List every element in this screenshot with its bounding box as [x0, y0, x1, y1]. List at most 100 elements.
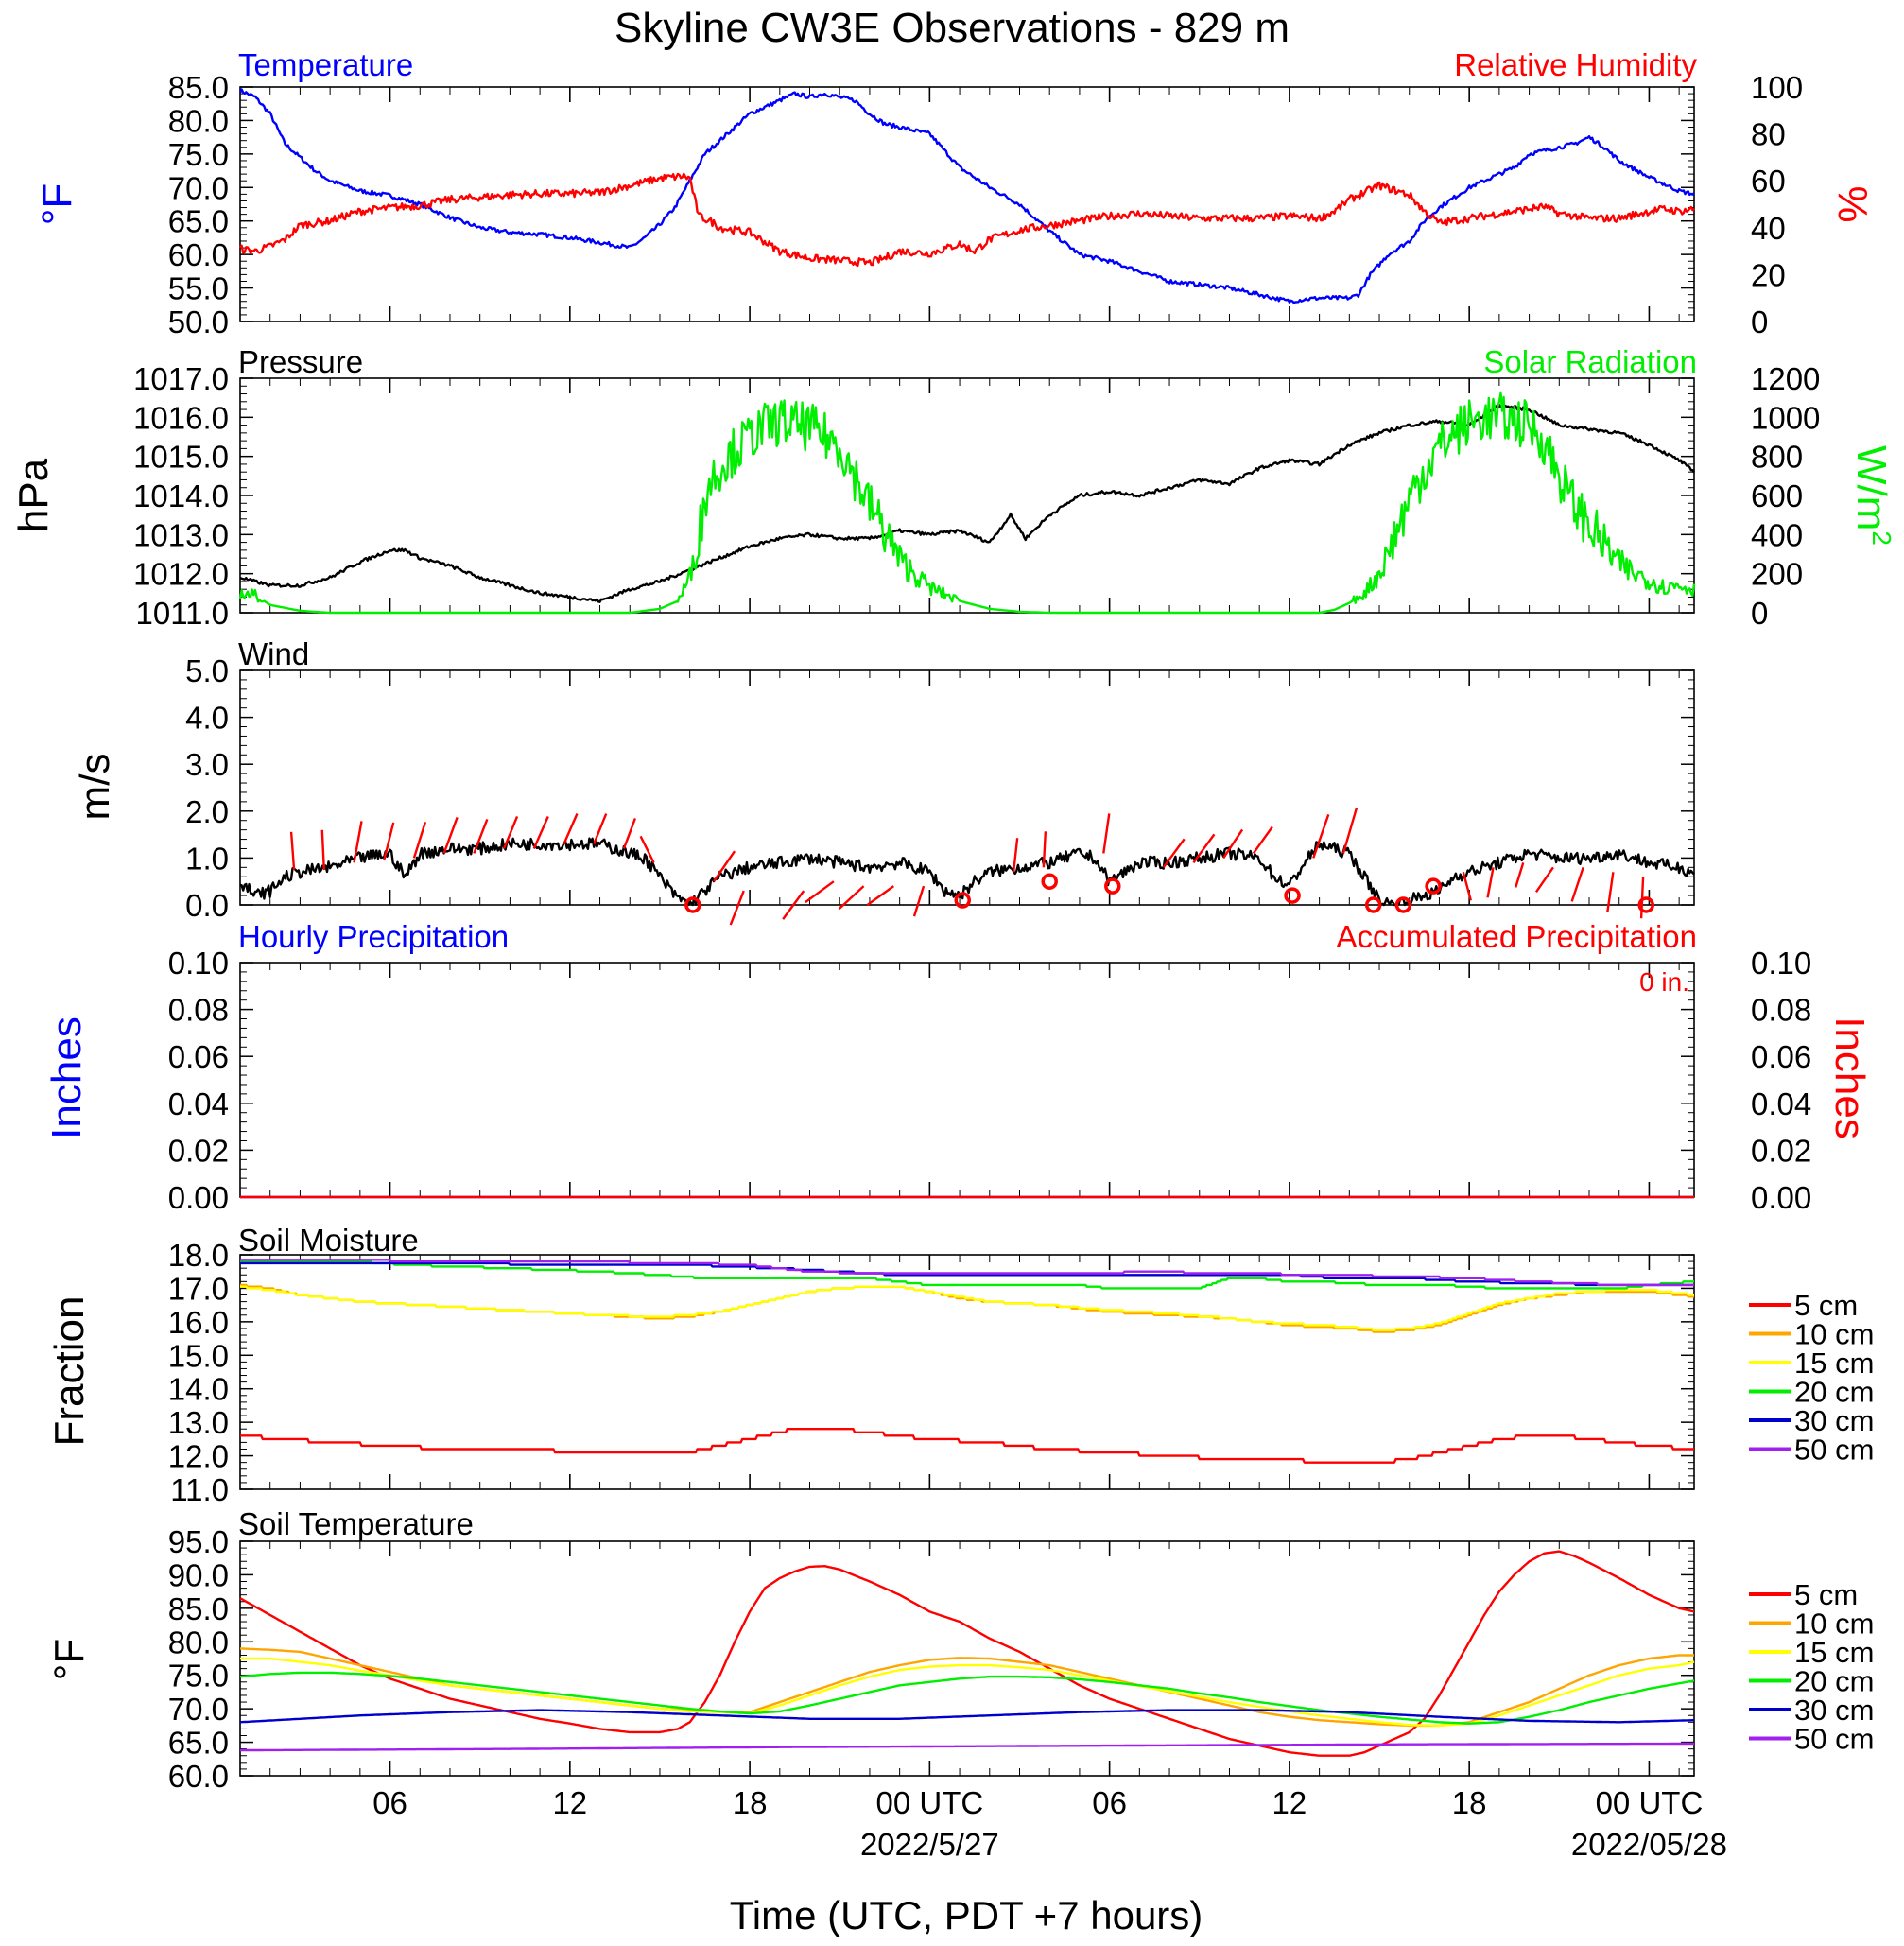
precip-ytick-label: 0.06	[168, 1039, 229, 1074]
pressure_solar-ytick-label: 1014.0	[133, 478, 229, 513]
legend-label: 20 cm	[1794, 1376, 1874, 1409]
x-tick-label: 18	[1452, 1785, 1487, 1820]
wind-ytick-label: 3.0	[185, 747, 229, 782]
legend-label: 30 cm	[1794, 1404, 1874, 1437]
wind-barb	[289, 831, 296, 870]
temp_rh-ytick-label: 70.0	[168, 170, 229, 205]
calm-wind-marker	[1284, 887, 1301, 904]
wind-barb	[1486, 867, 1495, 898]
pressure_solar-ytick-label: 1013.0	[133, 517, 229, 552]
precip-ytick-label: 0.04	[168, 1086, 229, 1121]
soil_moisture-series-20-cm	[240, 1260, 1694, 1290]
solar-unit-label: W/m2	[1848, 445, 1896, 546]
soil_temperature-ytick-label: 75.0	[168, 1659, 229, 1694]
soil-moisture-unit-label: Fraction	[46, 1296, 93, 1447]
temp_rh-frame	[239, 86, 1695, 322]
wind-barb	[866, 885, 895, 907]
precip-y2tick-label: 0.06	[1751, 1039, 1811, 1074]
temp_rh-ytick-label: 80.0	[168, 103, 229, 138]
wind-barb	[353, 821, 363, 863]
calm-wind-marker	[1104, 877, 1121, 895]
pressure_solar-y2tick-label: 1200	[1751, 361, 1820, 396]
soil_moisture-ytick-label: 16.0	[168, 1305, 229, 1340]
wind-ytick-label: 4.0	[185, 701, 229, 736]
wind-barb	[442, 817, 459, 854]
temp_rh-y2tick-label: 0	[1751, 304, 1768, 339]
wind-barb	[782, 890, 805, 920]
wind-barb	[593, 813, 608, 844]
calm-wind-marker	[1041, 873, 1058, 890]
wind-barb	[805, 880, 835, 904]
wind-series-wind	[239, 837, 1695, 907]
wind-barb	[532, 815, 549, 849]
wind-barb	[1252, 825, 1273, 855]
temp_rh-ytick-label: 60.0	[168, 237, 229, 272]
soil_temperature-ytick-label: 60.0	[168, 1759, 229, 1794]
precip-ytick-label: 0.10	[168, 946, 229, 981]
accum-precip-annotation: 0 in.	[1639, 967, 1689, 997]
precip-y2tick-label: 0.00	[1751, 1180, 1811, 1215]
soil-temperature-plot-area: 60.065.070.075.080.085.090.095.0	[168, 1524, 1695, 1794]
wind-barb	[639, 835, 655, 863]
wind-barb	[1222, 828, 1244, 860]
wind-barb	[1570, 866, 1584, 902]
panel-wind: 0.0 1.0 2.0 3.0 4.0 5.0 Wind m/s	[72, 636, 1695, 926]
soil-temperature-unit-label: °F	[46, 1639, 93, 1680]
precip-y2tick-label: 0.10	[1751, 946, 1811, 981]
wind-barb	[1534, 866, 1554, 894]
pressure_solar-series-solar-radiation	[238, 391, 1696, 615]
soil_temperature-series-20-cm	[239, 1671, 1695, 1725]
soil-moisture-plot-area: 11.012.013.014.015.016.017.018.0	[168, 1238, 1695, 1507]
calm-wind-marker	[1425, 877, 1442, 895]
soil_moisture-ytick-label: 11.0	[170, 1472, 229, 1507]
soil_moisture-ytick-label: 14.0	[168, 1372, 229, 1407]
soil_moisture-frame	[239, 1254, 1695, 1490]
soil_moisture-ytick-label: 12.0	[168, 1439, 229, 1474]
x-tick-label: 12	[552, 1785, 587, 1820]
temp_rh-y2tick-label: 80	[1751, 117, 1786, 152]
legend-label: 50 cm	[1794, 1723, 1874, 1756]
temp_rh-y2tick-label: 40	[1751, 211, 1786, 246]
wind-barb	[383, 822, 395, 861]
precip-plot-area: 0.00 0.02 0.04 0.06 0.08 0.10 0.00 0.02 0.04 0.06…	[168, 946, 1811, 1215]
temperature-unit-label: °F	[34, 183, 80, 225]
wind-barb	[1341, 808, 1359, 854]
pressure_solar-ytick-label: 1015.0	[133, 440, 229, 475]
wind-barb	[502, 816, 519, 849]
temp_rh-ytick-label: 65.0	[168, 204, 229, 239]
legend-label: 15 cm	[1794, 1636, 1874, 1669]
hourly-precip-title: Hourly Precipitation	[238, 919, 509, 954]
soil_temperature-series-50-cm	[240, 1742, 1694, 1752]
solar-title: Solar Radiation	[1483, 344, 1697, 379]
precip-y2tick-label: 0.08	[1751, 993, 1811, 1028]
x-tick-label: 06	[372, 1785, 407, 1820]
pressure_solar-y2tick-label: 600	[1751, 478, 1803, 513]
temp_rh-ytick-label: 75.0	[168, 137, 229, 172]
wind-barb	[473, 819, 489, 854]
soil_moisture-series-5-cm	[240, 1428, 1694, 1464]
soil_temperature-ytick-label: 65.0	[168, 1726, 229, 1761]
panel-precipitation: 0.00 0.02 0.04 0.06 0.08 0.10 0.00 0.02 0.04 0.06…	[43, 919, 1873, 1215]
pressure_solar-y2tick-label: 400	[1751, 517, 1803, 552]
wind-barb	[729, 890, 745, 926]
wind-barb	[1012, 838, 1019, 873]
accum-precip-unit-label: Inches	[1826, 1016, 1873, 1139]
soil_moisture-ytick-label: 15.0	[168, 1338, 229, 1373]
wind-barb	[1042, 831, 1047, 868]
temp_rh-y2tick-label: 20	[1751, 257, 1786, 292]
wind-barb	[1162, 838, 1186, 869]
pressure_solar-ytick-label: 1011.0	[136, 596, 229, 631]
soil_temperature-ytick-label: 80.0	[168, 1625, 229, 1659]
temp_rh-series-temperature	[238, 88, 1695, 304]
pressure_solar-y2tick-label: 800	[1751, 440, 1803, 475]
precip-ytick-label: 0.00	[168, 1180, 229, 1215]
wind-barb	[320, 829, 325, 870]
wind-unit-label: m/s	[72, 754, 118, 821]
panel-soil-temperature: 60.065.070.075.080.085.090.095.0 Soil Te…	[46, 1506, 1874, 1794]
soil_temperature-ytick-label: 95.0	[168, 1524, 229, 1559]
wind-barb	[412, 822, 427, 859]
